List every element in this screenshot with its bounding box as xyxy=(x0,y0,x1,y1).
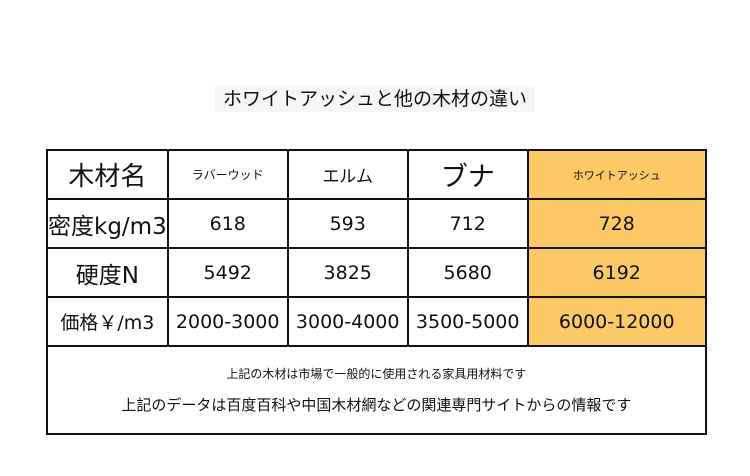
cell: 618 xyxy=(166,198,289,249)
row-header: 硬度N xyxy=(46,247,169,298)
cell: 3500-5000 xyxy=(406,296,529,347)
data-row: 密度kg/m3 618 593 712 728 xyxy=(46,198,707,249)
row-header: 価格￥/m3 xyxy=(46,296,169,347)
title-wrap: ホワイトアッシュと他の木材の違い xyxy=(0,84,750,114)
cell: 728 xyxy=(526,198,707,249)
header-cell: 木材名 xyxy=(46,149,169,200)
cell: 712 xyxy=(406,198,529,249)
data-row: 硬度N 5492 3825 5680 6192 xyxy=(46,247,707,298)
header-cell: ブナ xyxy=(406,149,529,200)
header-row: 木材名 ラバーウッド エルム ブナ ホワイトアッシュ xyxy=(46,149,707,200)
header-cell: ホワイトアッシュ xyxy=(526,149,707,200)
cell: 593 xyxy=(286,198,409,249)
data-row: 価格￥/m3 2000-3000 3000-4000 3500-5000 6000-12… xyxy=(46,296,707,347)
cell: 5492 xyxy=(166,247,289,298)
cell: 3000-4000 xyxy=(286,296,409,347)
notes-cell: 上記の木材は市場で一般的に使用される家具用材料です上記のデータは百度百科や中国木… xyxy=(46,345,707,435)
note: 上記の木材は市場で一般的に使用される家具用材料です xyxy=(226,367,527,381)
row-header: 密度kg/m3 xyxy=(46,198,169,249)
cell: 3825 xyxy=(286,247,409,298)
cell: 6192 xyxy=(526,247,707,298)
header-cell: ラバーウッド xyxy=(166,149,289,200)
table-body: 木材名 ラバーウッド エルム ブナ ホワイトアッシュ 密度kg/m3 618 593 712 72… xyxy=(46,149,707,435)
comparison-table: 木材名 ラバーウッド エルム ブナ ホワイトアッシュ 密度kg/m3 618 593 712 72… xyxy=(46,149,707,435)
notes-row: 上記の木材は市場で一般的に使用される家具用材料です上記のデータは百度百科や中国木… xyxy=(46,345,707,435)
cell: 2000-3000 xyxy=(166,296,289,347)
title: ホワイトアッシュと他の木材の違い xyxy=(214,86,535,112)
cell: 5680 xyxy=(406,247,529,298)
header-cell: エルム xyxy=(286,149,409,200)
note: 上記のデータは百度百科や中国木材網などの関連専門サイトからの情報です xyxy=(121,396,632,414)
cell: 6000-12000 xyxy=(526,296,707,347)
